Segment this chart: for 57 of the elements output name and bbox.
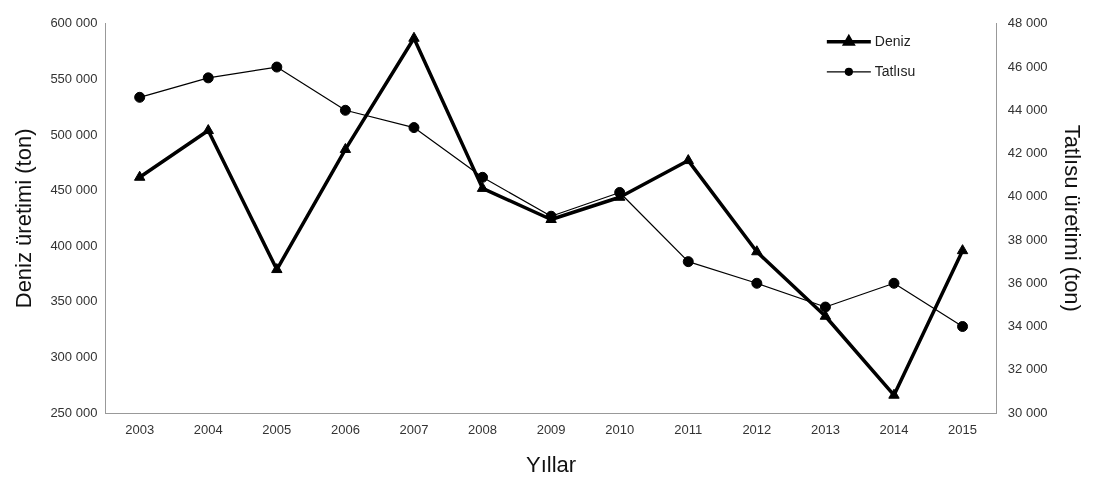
x-tick-label: 2010 bbox=[605, 422, 635, 438]
point bbox=[819, 301, 831, 313]
legend-label: Tatlısu bbox=[874, 62, 916, 79]
point bbox=[682, 154, 694, 165]
y2-tick-label: 46 000 bbox=[1007, 58, 1048, 74]
y2-tick-label: 36 000 bbox=[1007, 274, 1048, 290]
point bbox=[888, 388, 900, 399]
y-tick-label: 350 000 bbox=[50, 293, 98, 309]
point bbox=[477, 171, 489, 183]
x-tick-label: 2008 bbox=[468, 422, 497, 438]
x-tick-label: 2007 bbox=[399, 422, 429, 438]
point bbox=[751, 277, 763, 289]
y2-tick-label: 48 000 bbox=[1007, 15, 1048, 31]
x-tick-label: 2015 bbox=[948, 422, 978, 438]
point bbox=[133, 170, 146, 181]
point bbox=[408, 31, 420, 42]
point bbox=[957, 321, 969, 333]
y2-tick-label: 44 000 bbox=[1007, 101, 1048, 117]
point bbox=[888, 277, 900, 289]
point bbox=[202, 72, 214, 84]
x-tick-label: 2003 bbox=[125, 422, 155, 438]
point bbox=[271, 61, 283, 73]
y-tick-label: 400 000 bbox=[50, 237, 98, 253]
point bbox=[751, 245, 763, 256]
x-tick-label: 2004 bbox=[193, 422, 223, 438]
x-tick-label: 2014 bbox=[879, 422, 909, 438]
y2-tick-label: 30 000 bbox=[1007, 404, 1048, 420]
x-tick-label: 2009 bbox=[536, 422, 566, 438]
x-tick-label: 2006 bbox=[330, 422, 360, 438]
point bbox=[202, 124, 214, 135]
y2-tick-label: 42 000 bbox=[1007, 145, 1048, 161]
y-tick-label: 550 000 bbox=[50, 70, 98, 86]
y2-tick-label: 38 000 bbox=[1007, 231, 1048, 247]
point bbox=[134, 91, 146, 103]
y-tick-label: 250 000 bbox=[50, 404, 98, 420]
y-axis-title: Deniz üretimi (ton) bbox=[11, 128, 37, 309]
point bbox=[956, 244, 969, 255]
point bbox=[682, 256, 694, 268]
y2-tick-label: 32 000 bbox=[1007, 361, 1048, 377]
y2-axis-title: Tatlısu üretimi (ton) bbox=[1059, 124, 1085, 312]
x-tick-label: 2005 bbox=[262, 422, 292, 438]
point bbox=[339, 104, 351, 116]
point bbox=[614, 186, 626, 198]
y-tick-label: 300 000 bbox=[50, 348, 98, 364]
y-tick-label: 500 000 bbox=[50, 126, 98, 142]
point bbox=[339, 142, 352, 153]
y-tick-label: 450 000 bbox=[50, 182, 98, 198]
y2-tick-label: 34 000 bbox=[1007, 318, 1048, 334]
y2-tick-label: 40 000 bbox=[1007, 188, 1048, 204]
x-tick-label: 2012 bbox=[742, 422, 772, 438]
x-tick-label: 2013 bbox=[810, 422, 840, 438]
y-tick-label: 600 000 bbox=[50, 15, 98, 31]
legend-label: Deniz bbox=[874, 32, 911, 49]
point bbox=[271, 263, 283, 274]
x-tick-label: 2011 bbox=[674, 422, 703, 438]
x-axis-title: Yıllar bbox=[526, 451, 577, 477]
point bbox=[408, 122, 420, 134]
